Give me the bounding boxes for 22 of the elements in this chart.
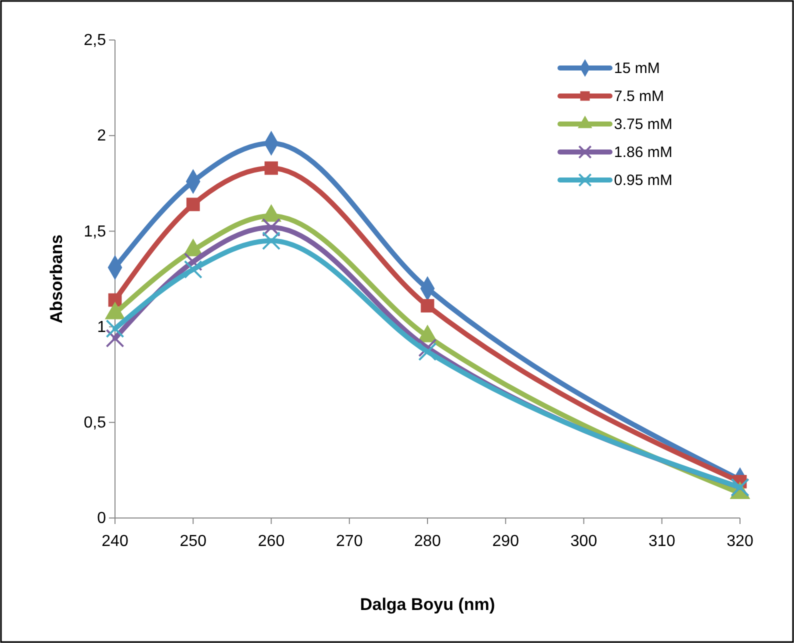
x-tick-label: 300: [570, 533, 598, 550]
x-tick-label: 320: [726, 533, 754, 550]
x-tick-label: 250: [180, 533, 207, 550]
x-tick-label: 240: [102, 533, 128, 550]
y-tick-label: 0,5: [84, 414, 106, 432]
y-tick-label: 1: [97, 318, 106, 336]
legend-label: 3.75 mM: [614, 116, 672, 133]
x-tick-label: 310: [648, 533, 676, 550]
y-tick-label: 2: [97, 128, 106, 145]
x-tick-label: 260: [258, 533, 285, 550]
x-tick-label: 290: [492, 533, 520, 550]
x-axis-title: Dalga Boyu (nm): [360, 595, 496, 614]
y-tick-label: 2,5: [84, 32, 106, 50]
x-tick-label: 280: [414, 533, 441, 550]
legend-label: 0.95 mM: [614, 172, 672, 189]
y-tick-label: 0: [97, 510, 106, 528]
legend-label: 7.5 mM: [614, 88, 664, 105]
x-tick-label: 270: [336, 533, 363, 550]
y-tick-label: 1,5: [84, 223, 106, 240]
legend-label: 15 mM: [614, 60, 660, 77]
y-axis-title: Absorbans: [47, 234, 66, 324]
legend-label: 1.86 mM: [614, 144, 672, 161]
